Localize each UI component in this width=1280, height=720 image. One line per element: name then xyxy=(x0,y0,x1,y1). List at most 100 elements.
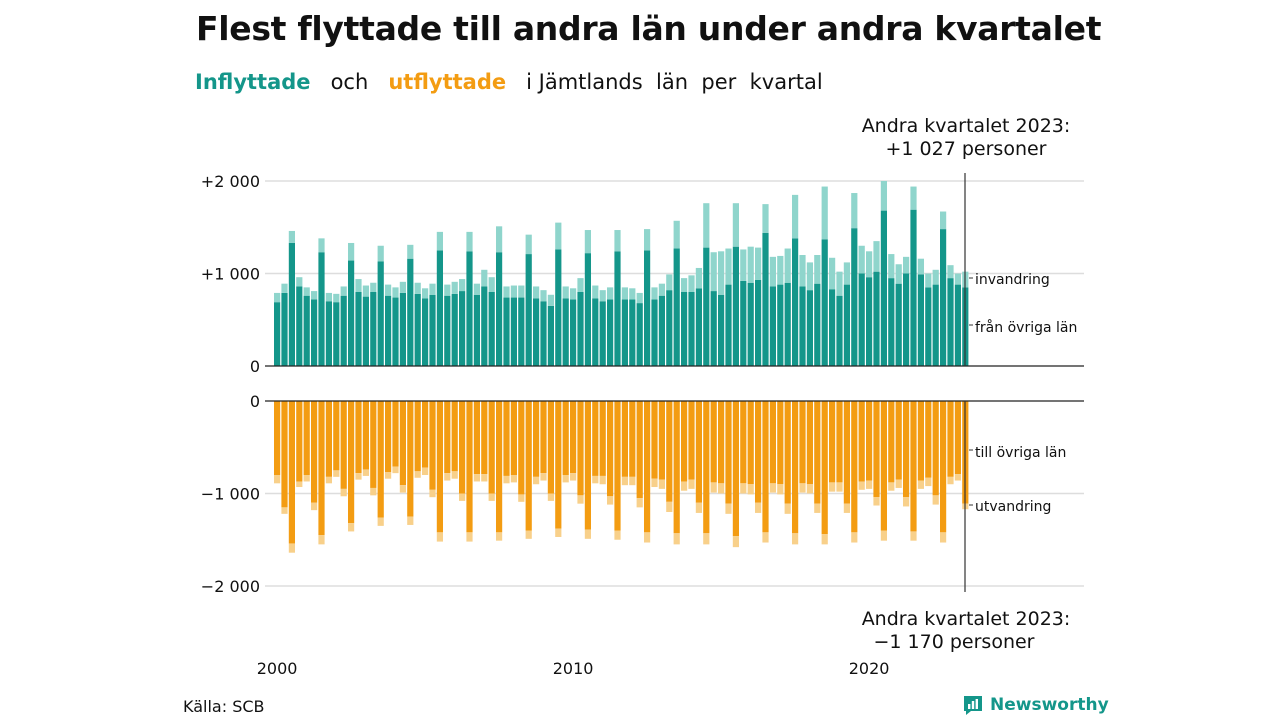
bar-invandring xyxy=(488,277,495,292)
bar-utvandring xyxy=(880,530,887,541)
bar-fran-ovriga-lan xyxy=(547,305,554,366)
bar-till-ovriga-lan xyxy=(740,401,747,484)
subtitle-och: och xyxy=(330,70,369,94)
bar-invandring xyxy=(703,203,710,248)
bar-till-ovriga-lan xyxy=(747,401,754,485)
bar-utvandring xyxy=(288,543,295,553)
bar-utvandring xyxy=(917,480,924,489)
bar-utvandring xyxy=(747,484,754,495)
bar-till-ovriga-lan xyxy=(644,401,651,533)
bar-utvandring xyxy=(488,493,495,501)
bar-invandring xyxy=(540,290,547,302)
bar-fran-ovriga-lan xyxy=(732,246,739,366)
bar-fran-ovriga-lan xyxy=(481,286,488,366)
bar-invandring xyxy=(851,193,858,229)
bar-invandring xyxy=(436,231,443,251)
bar-fran-ovriga-lan xyxy=(917,274,924,366)
bar-till-ovriga-lan xyxy=(777,401,784,485)
bar-till-ovriga-lan xyxy=(710,401,717,483)
bar-fran-ovriga-lan xyxy=(466,251,473,366)
bar-till-ovriga-lan xyxy=(436,401,443,533)
bar-fran-ovriga-lan xyxy=(836,295,843,366)
bar-utvandring xyxy=(533,476,540,485)
bar-fran-ovriga-lan xyxy=(925,287,932,366)
bar-utvandring xyxy=(621,476,628,486)
bar-invandring xyxy=(429,283,436,295)
bar-utvandring xyxy=(362,469,369,476)
bar-invandring xyxy=(880,181,887,211)
bar-till-ovriga-lan xyxy=(658,401,665,480)
bar-invandring xyxy=(666,274,673,291)
series-label: från övriga län xyxy=(975,319,1077,336)
bar-utvandring xyxy=(399,485,406,493)
bar-utvandring xyxy=(814,503,821,513)
bar-invandring xyxy=(629,288,636,300)
bar-utvandring xyxy=(732,536,739,548)
x-tick-label: 2010 xyxy=(553,659,594,678)
bar-fran-ovriga-lan xyxy=(666,290,673,366)
bar-utvandring xyxy=(629,476,636,486)
bar-utvandring xyxy=(592,475,599,484)
chart-subtitle: Inflyttade och utflyttade i Jämtlands lä… xyxy=(195,70,823,94)
bar-till-ovriga-lan xyxy=(836,401,843,483)
annotation-top-line1: Andra kvartalet 2023: xyxy=(862,115,1071,137)
bar-till-ovriga-lan xyxy=(459,401,466,494)
bar-utvandring xyxy=(940,532,947,543)
bar-invandring xyxy=(296,277,303,287)
bar-invandring xyxy=(481,269,488,287)
bar-invandring xyxy=(829,257,836,290)
bar-utvandring xyxy=(325,476,332,484)
annotation-top-line2: +1 027 personer xyxy=(886,138,1047,160)
bar-till-ovriga-lan xyxy=(829,401,836,483)
bar-till-ovriga-lan xyxy=(340,401,347,489)
bar-invandring xyxy=(658,283,665,296)
bar-till-ovriga-lan xyxy=(473,401,480,475)
bar-till-ovriga-lan xyxy=(688,401,695,480)
bar-fran-ovriga-lan xyxy=(954,284,961,366)
bar-utvandring xyxy=(340,488,347,497)
bar-till-ovriga-lan xyxy=(407,401,414,517)
bar-utvandring xyxy=(584,529,591,539)
bar-utvandring xyxy=(577,495,584,504)
bar-invandring xyxy=(607,287,614,300)
bar-fran-ovriga-lan xyxy=(288,242,295,366)
bar-fran-ovriga-lan xyxy=(496,252,503,366)
annotation-bottom-line1: Andra kvartalet 2023: xyxy=(862,608,1071,630)
bar-till-ovriga-lan xyxy=(370,401,377,488)
bar-till-ovriga-lan xyxy=(940,401,947,533)
newsworthy-logo-icon xyxy=(964,696,982,715)
bar-till-ovriga-lan xyxy=(843,401,850,504)
bar-fran-ovriga-lan xyxy=(599,301,606,366)
bar-utvandring xyxy=(755,502,762,513)
bar-till-ovriga-lan xyxy=(303,401,310,475)
bar-invandring xyxy=(755,247,762,280)
bar-invandring xyxy=(954,273,961,285)
axes-layer xyxy=(265,173,1084,592)
bar-invandring xyxy=(725,248,732,285)
bar-till-ovriga-lan xyxy=(873,401,880,498)
bar-invandring xyxy=(303,287,310,296)
bar-utvandring xyxy=(296,481,303,488)
bar-invandring xyxy=(910,186,917,210)
y-tick-label: 0 xyxy=(250,357,260,376)
bar-till-ovriga-lan xyxy=(666,401,673,502)
bar-till-ovriga-lan xyxy=(592,401,599,476)
bar-till-ovriga-lan xyxy=(584,401,591,530)
bar-utvandring xyxy=(895,479,902,488)
bar-utvandring xyxy=(695,502,702,513)
bar-till-ovriga-lan xyxy=(599,401,606,476)
bar-invandring xyxy=(814,255,821,284)
bar-fran-ovriga-lan xyxy=(451,293,458,366)
brand-name: Newsworthy xyxy=(990,695,1109,715)
bar-invandring xyxy=(318,238,325,253)
bar-utvandring xyxy=(710,482,717,493)
bar-fran-ovriga-lan xyxy=(562,298,569,366)
bar-fran-ovriga-lan xyxy=(784,282,791,366)
y-tick-label: −2 000 xyxy=(201,577,260,596)
bar-utvandring xyxy=(888,482,895,491)
bar-fran-ovriga-lan xyxy=(851,228,858,366)
bar-utvandring xyxy=(392,466,399,474)
bar-utvandring xyxy=(651,478,658,488)
bar-utvandring xyxy=(318,535,325,545)
bar-till-ovriga-lan xyxy=(954,401,961,475)
